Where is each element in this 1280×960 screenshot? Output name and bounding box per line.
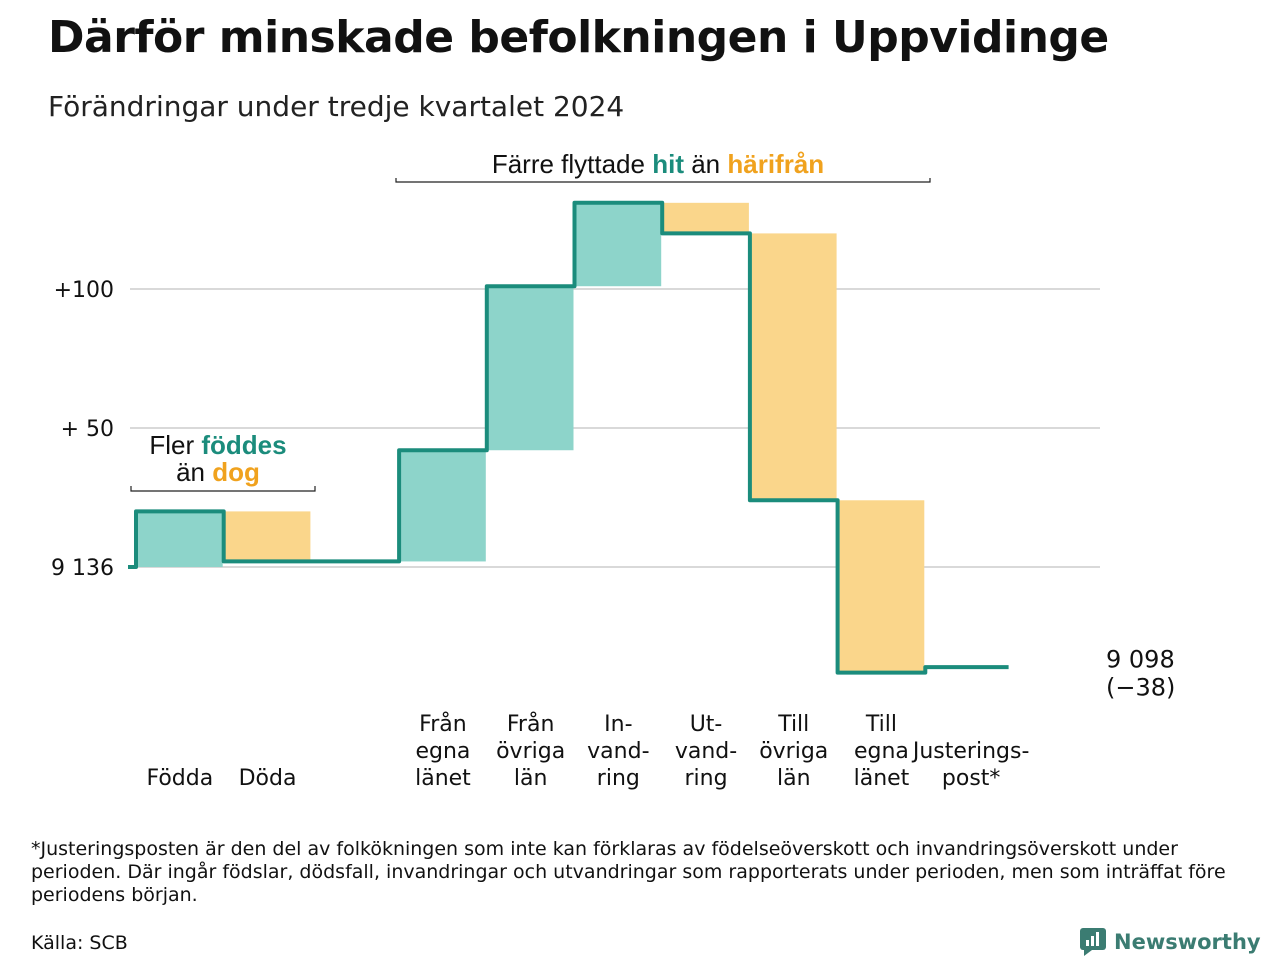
annotation-fragment: Fler (149, 430, 201, 460)
category-label: Justerings- (911, 739, 1030, 764)
increase-bar (399, 450, 486, 562)
newsworthy-logo: Newsworthy (1080, 928, 1261, 956)
category-label: Ut- (690, 712, 723, 737)
category-label: Från (507, 711, 555, 737)
y-tick-label: + 50 (61, 417, 114, 442)
decrease-bar (749, 233, 837, 501)
increase-bar (486, 286, 574, 451)
decrease-bar (662, 202, 749, 234)
annotation-migration: Färre flyttade hit än härifrån (492, 149, 824, 179)
end-change-label: (−38) (1106, 674, 1175, 702)
category-label: post* (942, 766, 1001, 791)
category-label: vand- (675, 739, 737, 764)
category-label: egna (854, 739, 909, 764)
chart-title: Därför minskade befolkningen i Uppviding… (48, 12, 1109, 63)
annotation-births-deaths: än dog (176, 457, 260, 487)
decrease-bar (223, 511, 311, 562)
y-tick-label: 9 136 (51, 556, 114, 581)
category-label: länet (415, 766, 471, 791)
category-label: ring (597, 766, 640, 791)
annotation-fragment: föddes (201, 430, 286, 460)
annotation-fragment: dog (212, 457, 260, 487)
category-label: egna (415, 739, 470, 764)
source-label: Källa: SCB (31, 932, 128, 954)
category-label: In- (604, 712, 632, 737)
annotation-fragment: än (684, 149, 727, 179)
category-label: Till (865, 712, 897, 737)
chart-subtitle: Förändringar under tredje kvartalet 2024 (48, 90, 625, 123)
cumulative-line (128, 200, 1009, 675)
annotation-fragment: hit (652, 149, 684, 179)
category-label: länet (854, 766, 910, 791)
category-label: Döda (239, 766, 297, 791)
category-label: övriga (759, 739, 828, 764)
y-tick-label: +100 (54, 278, 114, 303)
increase-bar (574, 202, 662, 287)
annotation-births-deaths: Fler föddes (149, 430, 286, 460)
decrease-bar (837, 500, 925, 673)
increase-bar (136, 511, 223, 567)
annotation-fragment: Färre flyttade (492, 149, 652, 179)
annotation-bracket (395, 178, 931, 183)
category-label: ring (685, 766, 728, 791)
category-label: län (777, 766, 811, 791)
annotation-fragment: härifrån (727, 149, 824, 179)
brand-name: Newsworthy (1114, 930, 1261, 954)
category-label: Från (419, 711, 467, 737)
category-label: län (514, 766, 548, 791)
newsworthy-logo-icon (1080, 928, 1106, 956)
annotation-bracket (130, 486, 316, 492)
category-label: vand- (587, 739, 649, 764)
footnote: *Justeringsposten är den del av folkökni… (31, 838, 1226, 906)
category-label: övriga (496, 739, 565, 764)
annotation-fragment: än (176, 457, 212, 487)
category-label: Födda (146, 766, 213, 791)
category-label: Till (777, 712, 809, 737)
end-value-label: 9 098 (1106, 646, 1175, 674)
